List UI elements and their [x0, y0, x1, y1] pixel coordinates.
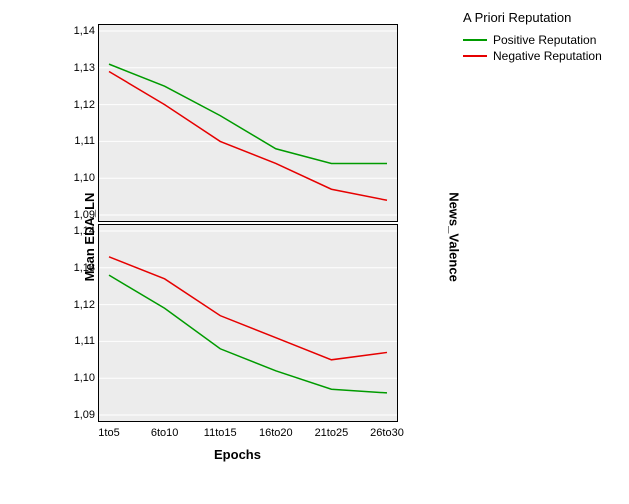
y-tick-label: 1,14 — [57, 225, 95, 237]
plot-area-bottom: 1,091,101,111,121,131,141to56to1011to151… — [99, 225, 397, 421]
x-tick-label: 6to10 — [151, 427, 179, 439]
y-tick-label: 1,10 — [57, 372, 95, 384]
x-tick-label: 21to25 — [315, 427, 349, 439]
panel-svg — [99, 25, 397, 221]
legend-label-negative: Negative Reputation — [493, 49, 602, 63]
series-line — [109, 275, 387, 393]
x-axis-label: Epochs — [40, 447, 435, 462]
y-tick-label: 1,09 — [57, 409, 95, 421]
right-axis-label: News_Valence — [447, 192, 462, 282]
series-line — [109, 71, 387, 200]
legend-item-negative: Negative Reputation — [463, 49, 620, 63]
y-tick-label: 1,10 — [57, 172, 95, 184]
series-line — [109, 64, 387, 163]
panel-svg — [99, 225, 397, 421]
y-tick-label: 1,12 — [57, 299, 95, 311]
legend-item-positive: Positive Reputation — [463, 33, 620, 47]
x-tick-label: 16to20 — [259, 427, 293, 439]
y-tick-label: 1,09 — [57, 209, 95, 221]
page: A Priori Reputation Positive Reputation … — [0, 0, 629, 504]
y-tick-label: 1,13 — [57, 62, 95, 74]
chart-area: Mean EDA_LN News_Valence Positive News 1… — [40, 12, 435, 462]
legend-title: A Priori Reputation — [463, 10, 620, 25]
legend-label-positive: Positive Reputation — [493, 33, 596, 47]
plot-area-top: 1,091,101,111,121,131,14 — [99, 25, 397, 221]
y-tick-label: 1,13 — [57, 262, 95, 274]
x-tick-label: 11to15 — [204, 427, 237, 439]
legend-swatch-negative — [463, 55, 487, 57]
y-tick-label: 1,14 — [57, 25, 95, 37]
legend-swatch-positive — [463, 39, 487, 41]
y-tick-label: 1,11 — [57, 135, 95, 147]
legend: A Priori Reputation Positive Reputation … — [455, 10, 620, 65]
x-tick-label: 26to30 — [370, 427, 404, 439]
panel-positive-news: Positive News 1,091,101,111,121,131,14 — [98, 24, 398, 222]
x-tick-label: 1to5 — [98, 427, 119, 439]
panel-negative-news: Negative News 1,091,101,111,121,131,141t… — [98, 224, 398, 422]
y-tick-label: 1,11 — [57, 335, 95, 347]
y-tick-label: 1,12 — [57, 99, 95, 111]
series-line — [109, 257, 387, 360]
